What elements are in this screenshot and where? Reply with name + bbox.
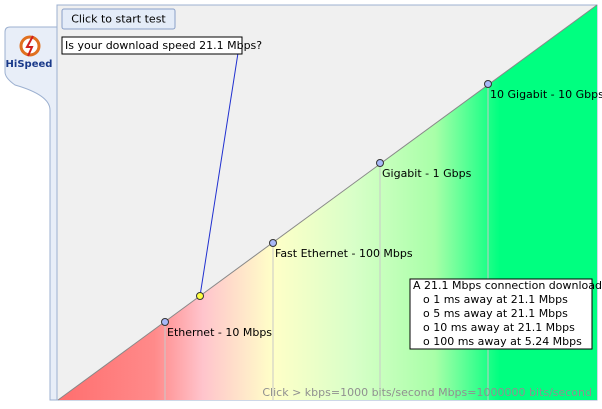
level-point: [269, 239, 277, 247]
current-point: [196, 292, 204, 300]
diagonal: [57, 4, 598, 401]
info-line: o 100 ms away at 5.24 Mbps: [423, 335, 582, 348]
start-button-label[interactable]: Click to start test: [71, 13, 166, 26]
info-box: [409, 278, 593, 350]
pointer-line: [199, 52, 239, 297]
question: Is your download speed 21.1 Mbps?: [65, 39, 262, 52]
sidebar-tab: [4, 26, 58, 401]
start-button[interactable]: [61, 8, 176, 30]
footer: Click > kbps=1000 bits/second Mbps=10000…: [262, 386, 592, 399]
level-label: Fast Ethernet - 100 Mbps: [275, 247, 413, 260]
level-label: Ethernet - 10 Mbps: [167, 326, 272, 339]
level-point: [161, 318, 169, 326]
info-line: o 5 ms away at 21.1 Mbps: [423, 307, 568, 320]
level-label: Gigabit - 1 Gbps: [382, 167, 472, 180]
level-point: [376, 159, 384, 167]
info-line: o 10 ms away at 21.1 Mbps: [423, 321, 575, 334]
level-points: [161, 80, 492, 326]
level-label: 10 Gigabit - 10 Gbps: [490, 88, 602, 101]
info-line: o 1 ms away at 21.1 Mbps: [423, 293, 568, 306]
level-point: [484, 80, 492, 88]
sidebar-label: HiSpeed: [6, 59, 53, 70]
question-box: [61, 36, 243, 55]
info-title: A 21.1 Mbps connection downloads:: [413, 279, 602, 292]
logo-bolt: [25, 35, 34, 57]
